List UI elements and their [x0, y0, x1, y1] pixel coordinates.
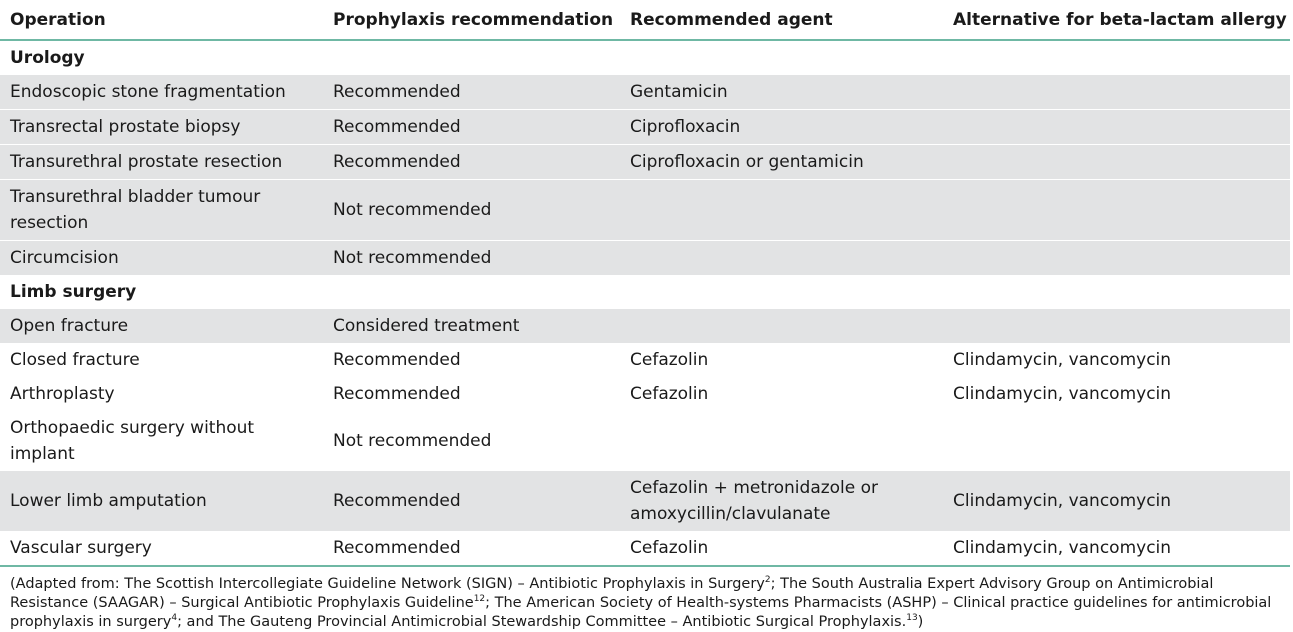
table-row: Open fracture Considered treatment [0, 309, 1290, 343]
cell-agent [620, 411, 943, 471]
cell-prophylaxis: Not recommended [323, 179, 620, 241]
cell-alternative [943, 411, 1290, 471]
cell-agent: Cefazolin [630, 384, 709, 404]
footnote-ref: 12 [473, 594, 486, 605]
table-row: Lower limb amputation Recommended Cefazo… [0, 471, 1290, 531]
table-row: Transurethral prostate resection Recomme… [0, 144, 1290, 180]
cell-prophylaxis: Recommended [333, 538, 461, 558]
header-row: Operation Prophylaxis recommendation Rec… [0, 0, 1290, 41]
header-operation: Operation [0, 0, 323, 41]
header-agent: Recommended agent [620, 0, 943, 41]
section-title: Limb surgery [10, 282, 137, 302]
cell-agent: Cefazolin + metronidazole or amoxycillin… [620, 471, 943, 531]
table-row: Circumcision Not recommended [0, 240, 1290, 275]
cell-prophylaxis: Recommended [323, 109, 620, 145]
prophylaxis-table: Operation Prophylaxis recommendation Rec… [0, 0, 1290, 565]
cell-prophylaxis: Not recommended [333, 431, 492, 451]
cell-alternative [943, 75, 1290, 110]
cell-agent: Cefazolin [630, 350, 709, 370]
cell-alternative [943, 309, 1290, 343]
section-row-urology: Urology [0, 40, 1290, 75]
table-row: Transrectal prostate biopsy Recommended … [0, 109, 1290, 145]
cell-agent: Cefazolin [630, 538, 709, 558]
cell-agent [620, 309, 943, 343]
cell-prophylaxis: Not recommended [323, 240, 620, 275]
cell-alternative [943, 144, 1290, 180]
table-row: Orthopaedic surgery without implant Not … [0, 411, 1290, 471]
cell-prophylaxis: Recommended [333, 384, 461, 404]
cell-operation: Vascular surgery [10, 538, 152, 558]
cell-prophylaxis: Considered treatment [323, 309, 620, 343]
table-row: Transurethral bladder tumour resection N… [0, 179, 1290, 241]
section-row-limb-surgery: Limb surgery [0, 275, 1290, 309]
cell-alternative [943, 179, 1290, 241]
cell-alternative: Clindamycin, vancomycin [953, 350, 1172, 370]
cell-operation: Transurethral prostate resection [0, 144, 323, 180]
footnote-text-5: ) [917, 614, 924, 630]
header-alternative: Alternative for beta-lactam allergy [943, 0, 1290, 41]
table-row: Endoscopic stone fragmentation Recommend… [0, 75, 1290, 110]
cell-prophylaxis: Recommended [323, 75, 620, 110]
cell-agent: Ciprofloxacin [620, 109, 943, 145]
table-header: Operation Prophylaxis recommendation Rec… [0, 0, 1290, 41]
cell-operation: Transurethral bladder tumour resection [0, 179, 323, 241]
footnote-text-1: (Adapted from: The Scottish Intercollegi… [10, 576, 765, 592]
cell-operation: Closed fracture [10, 350, 140, 370]
section-title: Urology [10, 48, 85, 68]
cell-operation: Open fracture [0, 309, 323, 343]
cell-prophylaxis: Recommended [333, 350, 461, 370]
table-row: Arthroplasty Recommended Cefazolin Clind… [0, 377, 1290, 411]
cell-alternative: Clindamycin, vancomycin [943, 471, 1290, 531]
cell-operation: Transrectal prostate biopsy [0, 109, 323, 145]
table-row: Vascular surgery Recommended Cefazolin C… [0, 531, 1290, 565]
footnote-text-4: ; and The Gauteng Provincial Antimicrobi… [177, 614, 907, 630]
cell-agent [620, 179, 943, 241]
table-row: Closed fracture Recommended Cefazolin Cl… [0, 343, 1290, 377]
cell-alternative [943, 109, 1290, 145]
cell-operation: Orthopaedic surgery without implant [10, 418, 255, 464]
footnote-text-2: ; The South Australia Expert Advisory Gr… [10, 576, 1214, 611]
cell-operation: Endoscopic stone fragmentation [0, 75, 323, 110]
table-body: Urology Endoscopic stone fragmentation R… [0, 40, 1290, 565]
cell-prophylaxis: Recommended [323, 144, 620, 180]
footnote-ref: 2 [764, 575, 771, 586]
cell-agent [620, 240, 943, 275]
table-bottom-rule [0, 565, 1290, 567]
cell-operation: Circumcision [0, 240, 323, 275]
header-prophylaxis: Prophylaxis recommendation [323, 0, 620, 41]
cell-operation: Lower limb amputation [0, 471, 323, 531]
cell-agent: Ciprofloxacin or gentamicin [620, 144, 943, 180]
cell-alternative: Clindamycin, vancomycin [953, 384, 1172, 404]
source-footnote: (Adapted from: The Scottish Intercollegi… [0, 567, 1280, 632]
cell-alternative: Clindamycin, vancomycin [953, 538, 1172, 558]
cell-prophylaxis: Recommended [323, 471, 620, 531]
cell-operation: Arthroplasty [10, 384, 115, 404]
cell-agent: Gentamicin [620, 75, 943, 110]
cell-alternative [943, 240, 1290, 275]
